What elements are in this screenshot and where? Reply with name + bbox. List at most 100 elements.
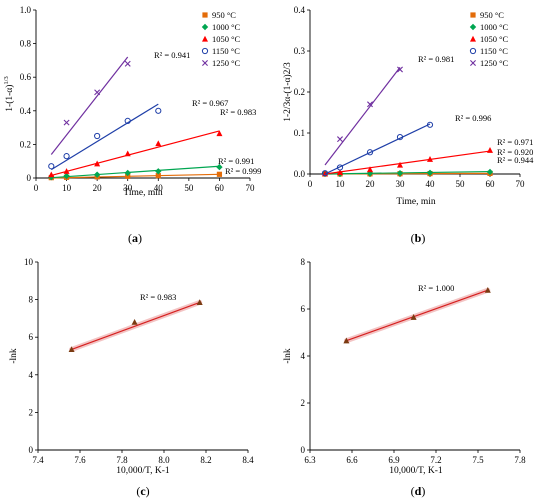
r-squared-label: R² = 0.981 bbox=[418, 54, 454, 64]
data-point bbox=[155, 173, 161, 179]
data-point bbox=[427, 156, 433, 162]
legend-entry: 1250 °C bbox=[480, 58, 509, 68]
x-tick-label: 6.6 bbox=[346, 455, 358, 465]
y-axis-label-base: 1-(1-α) bbox=[4, 85, 15, 112]
fit-line bbox=[71, 301, 200, 350]
panel-label: (c) bbox=[136, 484, 149, 498]
x-tick-label: 7.4 bbox=[32, 455, 44, 465]
panel-label: (d) bbox=[411, 484, 426, 498]
data-point bbox=[321, 170, 329, 177]
fit-line bbox=[50, 103, 159, 171]
series-1: R² = 0.991 bbox=[48, 156, 254, 181]
y-axis-label: -lnk bbox=[9, 348, 19, 364]
y-tick-label: 10 bbox=[24, 257, 34, 267]
data-point bbox=[48, 171, 55, 178]
series-4: R² = 0.981 bbox=[324, 54, 454, 166]
data-point bbox=[94, 89, 101, 96]
y-tick-label: 0 bbox=[27, 173, 32, 183]
x-tick-label: 7.6 bbox=[74, 455, 86, 465]
data-point bbox=[94, 160, 101, 167]
legend-entry: 1250 °C bbox=[212, 58, 241, 68]
y-tick-label: 0.4 bbox=[294, 5, 306, 15]
data-point bbox=[487, 147, 493, 153]
data-point bbox=[124, 150, 131, 157]
data-point bbox=[337, 169, 343, 175]
r-squared-label: R² = 0.920 bbox=[497, 147, 533, 157]
fit-line bbox=[51, 173, 220, 179]
y-tick-label: 0.0 bbox=[294, 169, 306, 179]
data-point bbox=[343, 337, 350, 344]
x-tick-label: 0 bbox=[34, 183, 39, 193]
legend-entry: 1050 °C bbox=[480, 34, 509, 44]
r-squared-label: R² = 0.991 bbox=[218, 156, 254, 166]
chart-panel-c: 7.4 7.6 7.8 8.0 8.2 8.4 0 2 4 6 8 10 10,000/T, K-1 -l… bbox=[9, 257, 254, 498]
legend-entry: 950 °C bbox=[480, 10, 504, 20]
data-point bbox=[48, 163, 55, 170]
legend-entry: 1000 °C bbox=[480, 22, 509, 32]
legend-marker bbox=[470, 60, 476, 66]
x-tick-label: 7.8 bbox=[514, 455, 526, 465]
x-tick-label: 20 bbox=[93, 183, 103, 193]
x-tick-label: 7.2 bbox=[430, 455, 441, 465]
x-tick-label: 40 bbox=[426, 179, 436, 189]
y-tick-label: 0.4 bbox=[20, 106, 32, 116]
y-tick-label: 0.3 bbox=[294, 46, 306, 56]
data-point bbox=[426, 121, 434, 128]
data-point bbox=[155, 168, 162, 175]
y-tick-label: 6 bbox=[29, 332, 34, 342]
data-point bbox=[68, 346, 75, 353]
data-point bbox=[396, 169, 404, 177]
x-tick-label: 6.3 bbox=[304, 455, 316, 465]
data-point bbox=[124, 169, 131, 177]
legend-marker bbox=[469, 47, 477, 55]
series-0: R² = 0.983 bbox=[68, 292, 203, 353]
r-squared-label: R² = 0.983 bbox=[140, 292, 176, 302]
legend-entry: 1050 °C bbox=[212, 34, 241, 44]
data-point bbox=[216, 171, 223, 177]
legend-entry: 1150 °C bbox=[480, 46, 508, 56]
r-squared-label: R² = 0.944 bbox=[497, 155, 534, 165]
data-point bbox=[322, 170, 328, 177]
y-tick-label: 0.6 bbox=[20, 72, 32, 82]
y-axis-label-sup: 1/3 bbox=[3, 76, 10, 84]
series-2: R² = 0.971 bbox=[322, 137, 533, 177]
data-point bbox=[397, 161, 403, 168]
x-tick-label: 8.2 bbox=[200, 455, 211, 465]
data-point bbox=[124, 60, 131, 67]
x-tick-label: 8.0 bbox=[158, 455, 170, 465]
y-tick-label: 0 bbox=[301, 445, 306, 455]
data-point bbox=[336, 164, 344, 171]
legend-entry: 1000 °C bbox=[212, 22, 241, 32]
r-squared-label: R² = 0.983 bbox=[220, 107, 256, 117]
r-squared-label: R² = 0.971 bbox=[497, 137, 533, 147]
legend-marker bbox=[202, 35, 208, 42]
y-tick-label: 0.1 bbox=[294, 128, 305, 138]
x-tick-label: 70 bbox=[516, 179, 526, 189]
y-tick-label: 0.2 bbox=[294, 87, 305, 97]
data-point bbox=[93, 171, 101, 178]
data-point bbox=[124, 117, 131, 124]
panel-letter: b bbox=[415, 231, 422, 245]
fit-line bbox=[324, 150, 491, 175]
r-squared-label: R² = 0.941 bbox=[154, 50, 190, 60]
x-tick-label: 40 bbox=[154, 183, 164, 193]
x-tick-label: 20 bbox=[366, 179, 376, 189]
panel-letter: a bbox=[132, 231, 138, 245]
x-axis-label: Time, min bbox=[123, 188, 162, 198]
legend: 950 °C 1000 °C 1050 °C 1150 °C 1250 °C bbox=[469, 10, 509, 68]
x-tick-label: 7.5 bbox=[472, 455, 484, 465]
data-point bbox=[63, 168, 70, 174]
data-point bbox=[125, 173, 131, 179]
x-tick-label: 60 bbox=[215, 183, 225, 193]
data-point bbox=[131, 318, 138, 325]
legend-entry: 1150 °C bbox=[212, 46, 240, 56]
y-tick-label: 2 bbox=[29, 407, 34, 417]
chart-panel-d: 6.3 6.6 6.9 7.2 7.5 7.8 0 2 4 6 8 10,000/T, K-1 -lnk… bbox=[283, 257, 526, 498]
y-tick-label: 4 bbox=[301, 351, 306, 361]
data-point bbox=[63, 153, 70, 160]
legend-marker bbox=[202, 60, 208, 66]
r-squared-label: R² = 0.996 bbox=[455, 113, 491, 123]
x-tick-label: 10 bbox=[62, 183, 72, 193]
data-point bbox=[410, 314, 417, 320]
